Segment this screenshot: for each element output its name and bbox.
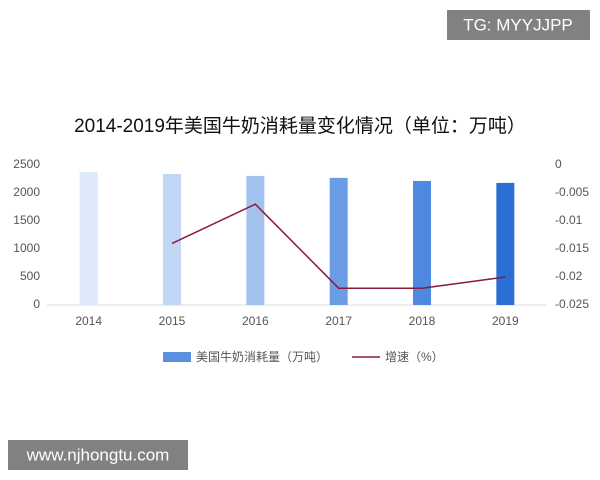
x-tick-label: 2014	[75, 314, 102, 328]
y2-tick-label: -0.015	[555, 241, 589, 255]
bar	[413, 180, 431, 305]
legend-swatch	[163, 352, 191, 362]
x-tick-label: 2015	[159, 314, 186, 328]
x-tick-label: 2017	[325, 314, 352, 328]
y-tick-label: 2000	[13, 185, 40, 199]
bar	[496, 182, 515, 305]
line	[171, 203, 506, 289]
y-tick-label: 500	[20, 269, 40, 283]
bar	[163, 173, 181, 305]
y2-tick-label: -0.02	[555, 269, 583, 283]
watermark: www.njhongtu.com	[26, 445, 170, 464]
legend-label: 增速（%）	[385, 350, 444, 364]
y2-tick-label: -0.025	[555, 297, 589, 311]
bar	[329, 177, 348, 305]
legend-label: 美国牛奶消耗量（万吨）	[196, 349, 328, 364]
x-tick-label: 2018	[409, 314, 436, 328]
watermark: TG: MYYJJPP	[463, 15, 573, 34]
y2-tick-label: -0.01	[555, 213, 583, 227]
bar	[79, 172, 98, 305]
chart-title: 2014-2019年美国牛奶消耗量变化情况（单位：万吨）	[74, 115, 526, 137]
y-tick-label: 0	[33, 297, 40, 311]
y-tick-label: 2500	[13, 157, 40, 171]
watermark-box	[8, 440, 188, 470]
y2-tick-label: -0.005	[555, 185, 589, 199]
bar	[246, 175, 265, 305]
y2-tick-label: 0	[555, 157, 562, 171]
y-tick-label: 1500	[13, 213, 40, 227]
x-tick-label: 2016	[242, 314, 269, 328]
x-tick-label: 2019	[492, 314, 519, 328]
y-tick-label: 1000	[13, 241, 40, 255]
watermark-box	[447, 10, 590, 40]
